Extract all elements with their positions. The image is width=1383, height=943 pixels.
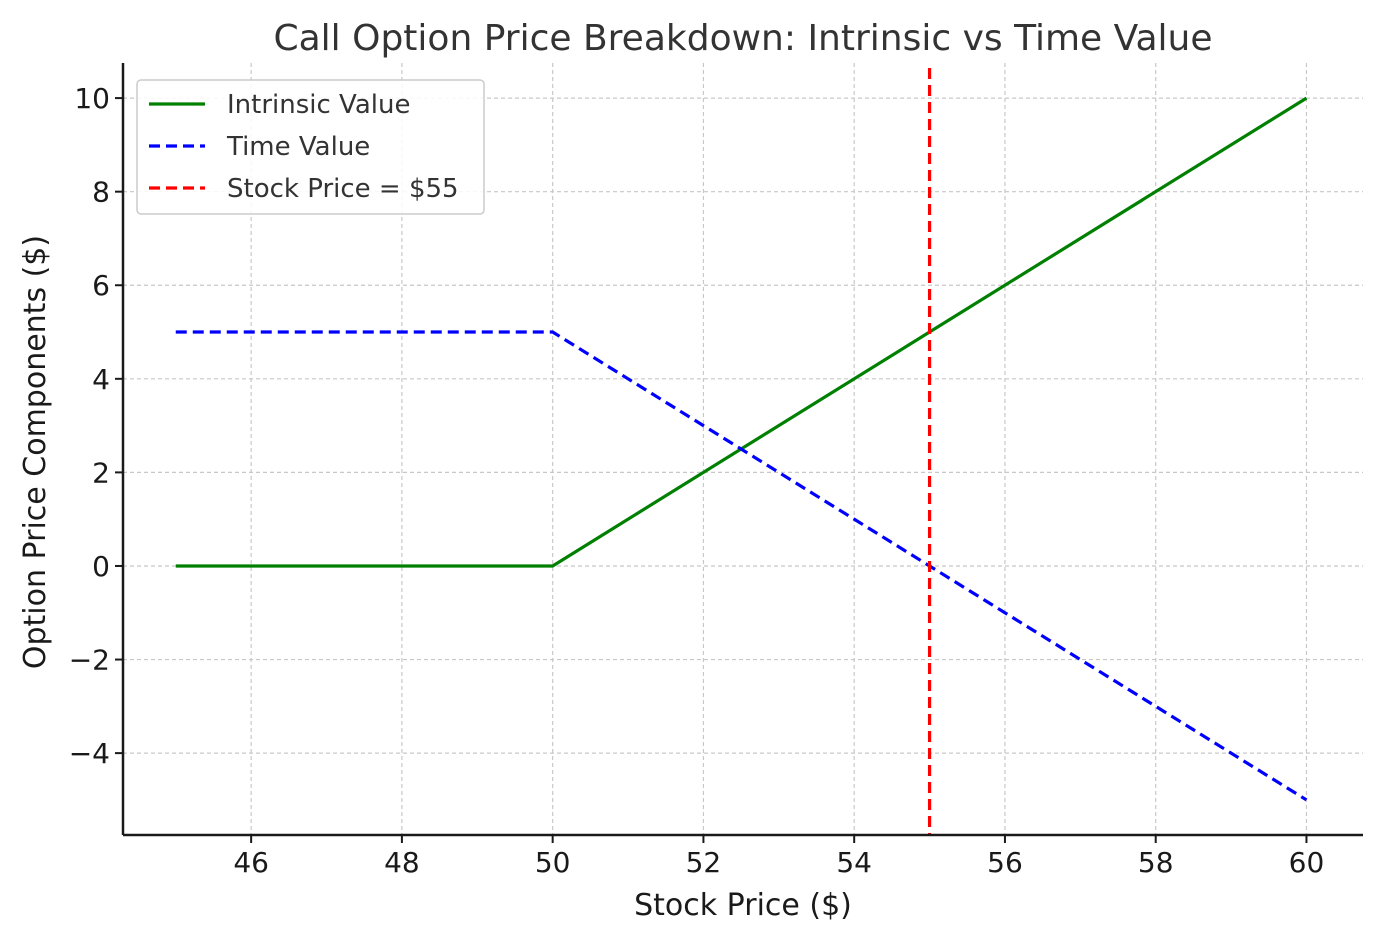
- x-tick-label: 54: [836, 846, 872, 879]
- y-tick-label: 2: [92, 456, 110, 489]
- x-tick-label: 48: [384, 846, 420, 879]
- x-tick-label: 58: [1138, 846, 1174, 879]
- x-tick-label: 56: [987, 846, 1023, 879]
- legend-stock-price: Stock Price = $55: [149, 174, 459, 204]
- time-value-line: [175, 330, 1308, 802]
- legend-box: [136, 79, 485, 215]
- y-tick-label: −2: [69, 644, 110, 677]
- x-tick-label: 50: [535, 846, 571, 879]
- chart-title: Call Option Price Breakdown: Intrinsic v…: [273, 18, 1212, 59]
- legend-label: Intrinsic Value: [227, 90, 410, 120]
- y-tick-label: 6: [92, 269, 110, 302]
- y-tick-label: 4: [92, 363, 110, 396]
- legend: Intrinsic Value Time Value Stock Price = $…: [136, 79, 485, 215]
- legend-intrinsic-value: Intrinsic Value: [149, 90, 410, 120]
- x-tick-label: 60: [1289, 846, 1325, 879]
- legend-time-value: Time Value: [149, 132, 370, 162]
- legend-label: Time Value: [226, 132, 370, 162]
- y-tick-label: 8: [92, 176, 110, 209]
- y-ticks: −4 −2 0 2 4 6 8 10: [69, 82, 123, 770]
- y-axis-title: Option Price Components ($): [18, 235, 53, 669]
- y-tick-label: 0: [92, 550, 110, 583]
- x-tick-label: 46: [233, 846, 269, 879]
- x-axis-title: Stock Price ($): [634, 888, 852, 923]
- legend-label: Stock Price = $55: [227, 174, 459, 204]
- y-tick-label: 10: [74, 82, 110, 115]
- x-tick-label: 52: [686, 846, 722, 879]
- x-ticks: 46 48 50 52 54 56 58 60: [233, 835, 1324, 879]
- y-tick-label: −4: [69, 737, 110, 770]
- series-layer: [175, 68, 1308, 835]
